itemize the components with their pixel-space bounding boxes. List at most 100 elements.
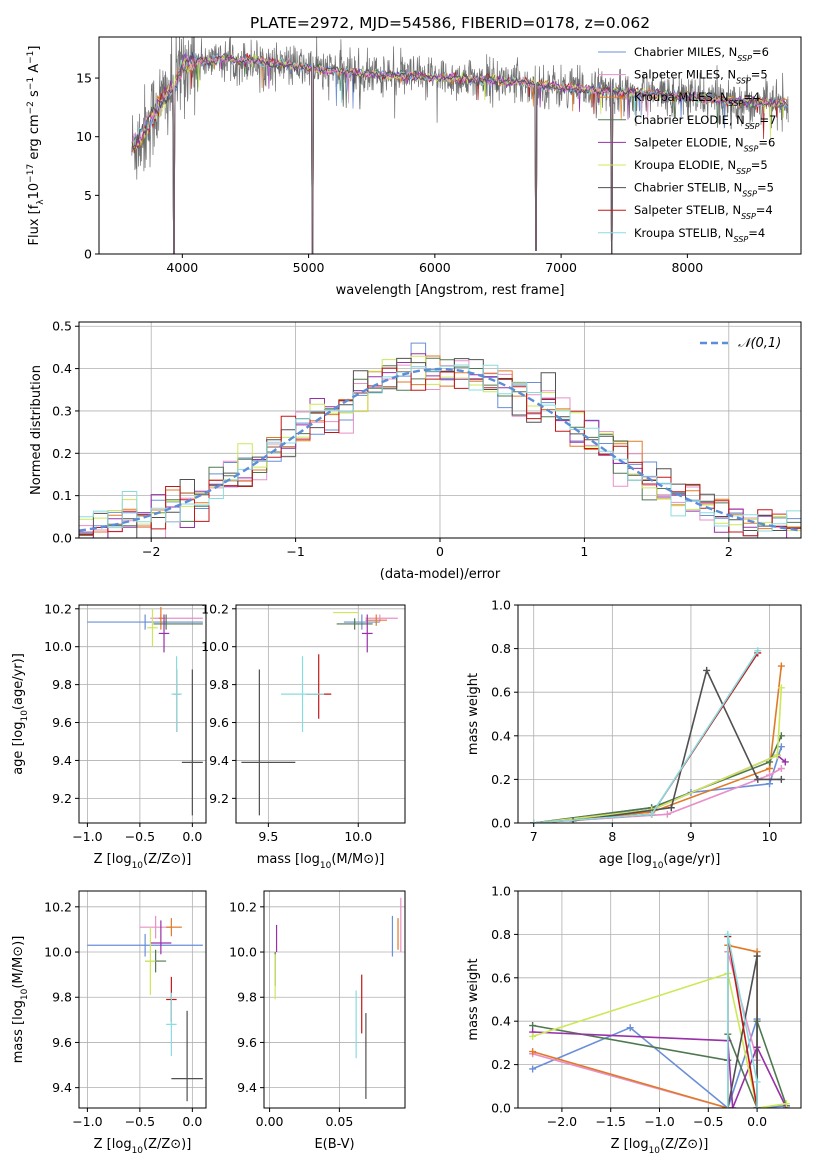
y-tick-label: 10.0 [229,945,257,960]
x-tick-label: 10.0 [344,829,372,844]
axes-frame [263,890,406,1109]
y-tick-label: 1.0 [491,884,511,899]
mass-weight-point [766,771,774,779]
x-tick-label: −1.0 [644,1114,674,1129]
mass-weight-series [533,754,786,823]
legend-entry: Chabrier ELODIE, NSSP=7 [634,113,776,131]
mass-weight-series [532,972,787,1108]
x-tick-label: 0.0 [182,829,202,844]
y-tick-label: 0.1 [52,488,72,503]
y-tick-label: 0.4 [491,728,511,743]
axes-frame [78,890,207,1109]
y-tick-label: 9.2 [209,791,229,806]
y-axis-label: age [log10(age/yr)] [11,653,30,775]
mass-weight-point [529,1032,537,1040]
mass-weight-series [532,1020,788,1108]
y-tick-label: 0.2 [491,1057,511,1072]
mass-weight-point [777,775,785,783]
y-tick-label: 0.8 [491,641,511,656]
mass-weight-point [766,765,774,772]
panel-mass_vs_Z: −1.0 −0.5 0.0 9.4 9.6 9.8 10.0 10.2 Z [log10(Z/Z… [11,890,207,1156]
plot-area [131,37,789,254]
y-tick-label: 10.2 [44,601,72,616]
x-tick-label: 0.0 [182,1114,202,1129]
normal-curve [79,367,801,532]
plot-area [274,897,402,1099]
y-tick-label: 9.6 [52,715,72,730]
x-tick-label: 7000 [545,260,577,275]
y-tick-label: 0.2 [491,772,511,787]
y-axis-label: mass weight [466,673,481,755]
mass-weight-series [727,934,758,1108]
y-tick-label: 0.2 [52,446,72,461]
panel-residuals: −2 −1 0 1 2 0.0 0.1 0.2 0.3 0.4 0.5 (data-model)/er… [29,319,802,582]
y-axis-label: mass weight [466,958,481,1040]
plot-area [87,606,203,816]
axes-frame [78,604,207,824]
y-tick-label: 9.8 [52,990,72,1005]
x-tick-label: 0.00 [256,1114,284,1129]
axes-frame [517,604,802,824]
x-axis-label: Z [log10(Z/Z⊙)] [611,1137,709,1156]
x-tick-label: −0.5 [125,829,155,844]
x-tick-label: 7 [530,829,538,844]
legend-entry: Salpeter MILES, NSSP=5 [634,68,768,86]
y-tick-label: 9.8 [52,677,72,692]
y-tick-label: 9.4 [52,753,72,768]
mass-weight-point [529,1065,537,1073]
legend-entry: Chabrier STELIB, NSSP=5 [634,181,774,199]
x-tick-label: 9.5 [258,829,278,844]
y-tick-label: 0.4 [52,361,72,376]
legend-entry: 𝒩(0,1) [738,336,781,351]
mass-weight-point [753,1078,761,1086]
x-tick-label: 5000 [293,260,325,275]
model-spectrum-line [131,51,788,254]
y-tick-label: 0.0 [491,816,511,831]
x-tick-label: −0.5 [125,1114,155,1129]
mass-weight-point [529,1022,537,1030]
mass-weight-series [532,1031,788,1108]
y-tick-label: 0.8 [491,927,511,942]
mass-weight-point [703,666,711,674]
y-tick-label: 9.4 [52,1080,72,1095]
x-axis-label: Z [log10(Z/Z⊙)] [94,1137,192,1156]
y-tick-label: 9.8 [209,677,229,692]
mass-weight-point [724,1104,732,1108]
panel-age_vs_mass: 9.5 10.0 9.2 9.4 9.6 9.8 10.0 10.2 mass [log10(M… [201,601,406,871]
mass-weight-series [532,944,758,1108]
y-tick-label: 0.4 [491,1014,511,1029]
plot-area [87,915,203,1102]
y-tick-label: 10 [76,129,92,144]
x-tick-label: −1 [286,544,304,559]
y-tick-label: 15 [76,71,92,86]
panel-massweight_vs_age: 7 8 9 10 0.0 0.2 0.4 0.6 0.8 1.0 age [log10(age/yr… [466,598,802,871]
y-axis-label: mass [log10(M/M⊙)] [11,936,30,1064]
mass-weight-series [533,650,759,823]
mass-weight-point [782,1100,790,1108]
y-tick-label: 0.6 [491,970,511,985]
x-tick-label: −2.0 [547,1114,577,1129]
panel-massweight_vs_Z: −2.0 −1.5 −1.0 −0.5 0.0 0.0 0.2 0.4 0.6 0.8 1.0 Z [… [466,884,802,1156]
x-tick-label: −1.0 [72,829,102,844]
y-tick-label: 5 [84,188,92,203]
y-tick-label: 1.0 [491,598,511,613]
axes-frame [98,36,802,255]
y-tick-label: 9.4 [237,1080,257,1095]
axes-frame [235,604,406,824]
y-tick-label: 0.0 [52,531,72,546]
legend-entry: Chabrier MILES, NSSP=6 [634,45,769,63]
histogram-series [79,367,801,537]
legend-entry: Salpeter STELIB, NSSP=4 [634,203,773,221]
y-axis-label: Normed distribution [29,365,44,495]
mass-weight-point [753,1104,761,1108]
x-tick-label: 0.0 [747,1114,767,1129]
x-tick-label: 1 [580,544,588,559]
mass-weight-point [766,780,774,788]
x-axis-label: mass [log10(M/M⊙)] [257,852,385,871]
x-tick-label: 0.05 [325,1114,353,1129]
y-axis-label: Flux [fλ10−17 erg cm−2 s−1 A−1] [26,46,46,246]
plot-area [241,611,398,816]
mass-weight-point [773,751,781,759]
x-tick-label: 6000 [419,260,451,275]
x-tick-label: 0 [436,544,444,559]
